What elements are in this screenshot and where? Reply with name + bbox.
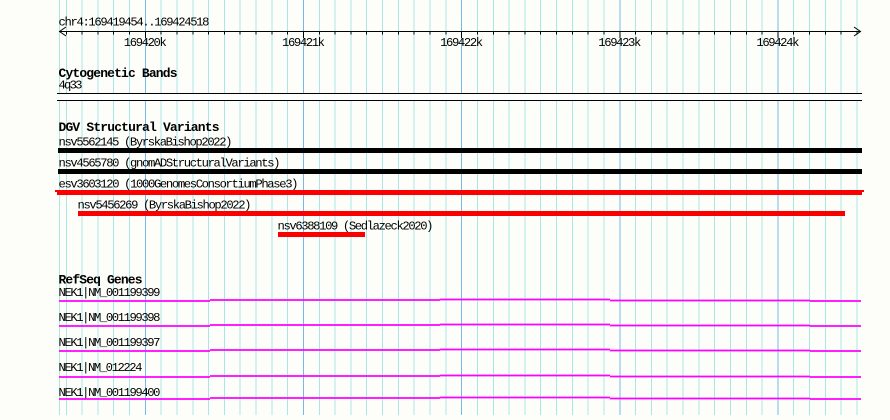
svg-text:169424k: 169424k [756,36,799,50]
svg-text:4q33: 4q33 [59,79,83,93]
svg-text:NEK1|NM_001199400: NEK1|NM_001199400 [59,386,161,400]
svg-text:NEK1|NM_001199399: NEK1|NM_001199399 [59,286,161,300]
svg-text:chr4:169419454..169424518: chr4:169419454..169424518 [59,16,210,30]
svg-text:NEK1|NM_001199398: NEK1|NM_001199398 [59,311,161,325]
svg-text:nsv5456269 (ByrskaBishop2022): nsv5456269 (ByrskaBishop2022) [78,199,252,213]
svg-text:nsv6388109 (Sedlazeck2020): nsv6388109 (Sedlazeck2020) [278,220,434,234]
svg-text:nsv5562145 (ByrskaBishop2022): nsv5562145 (ByrskaBishop2022) [59,136,233,150]
svg-text:169420k: 169420k [124,36,167,50]
svg-text:NEK1|NM_012224: NEK1|NM_012224 [59,361,143,375]
svg-text:RefSeq Genes: RefSeq Genes [59,273,143,288]
svg-text:169423k: 169423k [598,36,641,50]
svg-text:Cytogenetic Bands: Cytogenetic Bands [59,66,178,81]
svg-text:esv3603120 (1000GenomesConsort: esv3603120 (1000GenomesConsortiumPhase3) [59,178,299,192]
svg-text:169422k: 169422k [440,36,483,50]
svg-text:169421k: 169421k [282,36,325,50]
svg-text:DGV Structural Variants: DGV Structural Variants [59,120,220,135]
svg-text:nsv4565780 (gnomADStructuralVa: nsv4565780 (gnomADStructuralVariants) [59,157,281,171]
svg-text:NEK1|NM_001199397: NEK1|NM_001199397 [59,336,161,350]
